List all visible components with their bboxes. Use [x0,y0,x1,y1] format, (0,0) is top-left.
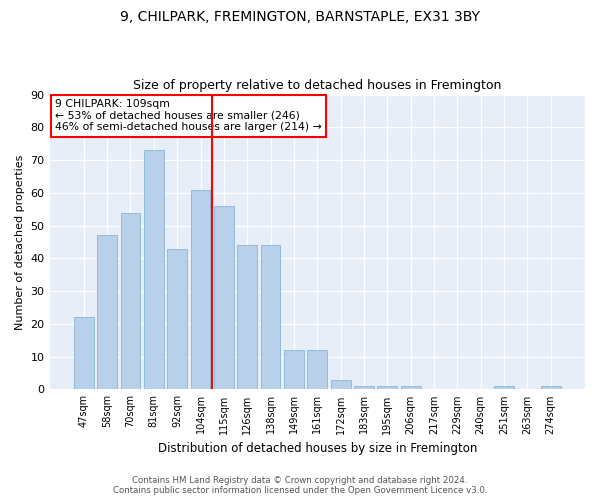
Y-axis label: Number of detached properties: Number of detached properties [15,154,25,330]
Bar [144,150,164,390]
Text: 9 CHILPARK: 109sqm
← 53% of detached houses are smaller (246)
46% of semi-detach: 9 CHILPARK: 109sqm ← 53% of detached hou… [55,99,322,132]
Bar [494,386,514,390]
Bar [214,206,234,390]
Text: 9, CHILPARK, FREMINGTON, BARNSTAPLE, EX31 3BY: 9, CHILPARK, FREMINGTON, BARNSTAPLE, EX3… [120,10,480,24]
Bar [74,318,94,390]
Bar [541,386,560,390]
Bar [377,386,397,390]
Bar [307,350,327,390]
Bar [97,236,117,390]
Bar [354,386,374,390]
Bar [331,380,350,390]
Bar [260,246,280,390]
Title: Size of property relative to detached houses in Fremington: Size of property relative to detached ho… [133,79,502,92]
Bar [191,190,211,390]
Bar [238,246,257,390]
Bar [121,212,140,390]
Text: Contains HM Land Registry data © Crown copyright and database right 2024.
Contai: Contains HM Land Registry data © Crown c… [113,476,487,495]
Bar [401,386,421,390]
Bar [167,248,187,390]
X-axis label: Distribution of detached houses by size in Fremington: Distribution of detached houses by size … [158,442,477,455]
Bar [284,350,304,390]
